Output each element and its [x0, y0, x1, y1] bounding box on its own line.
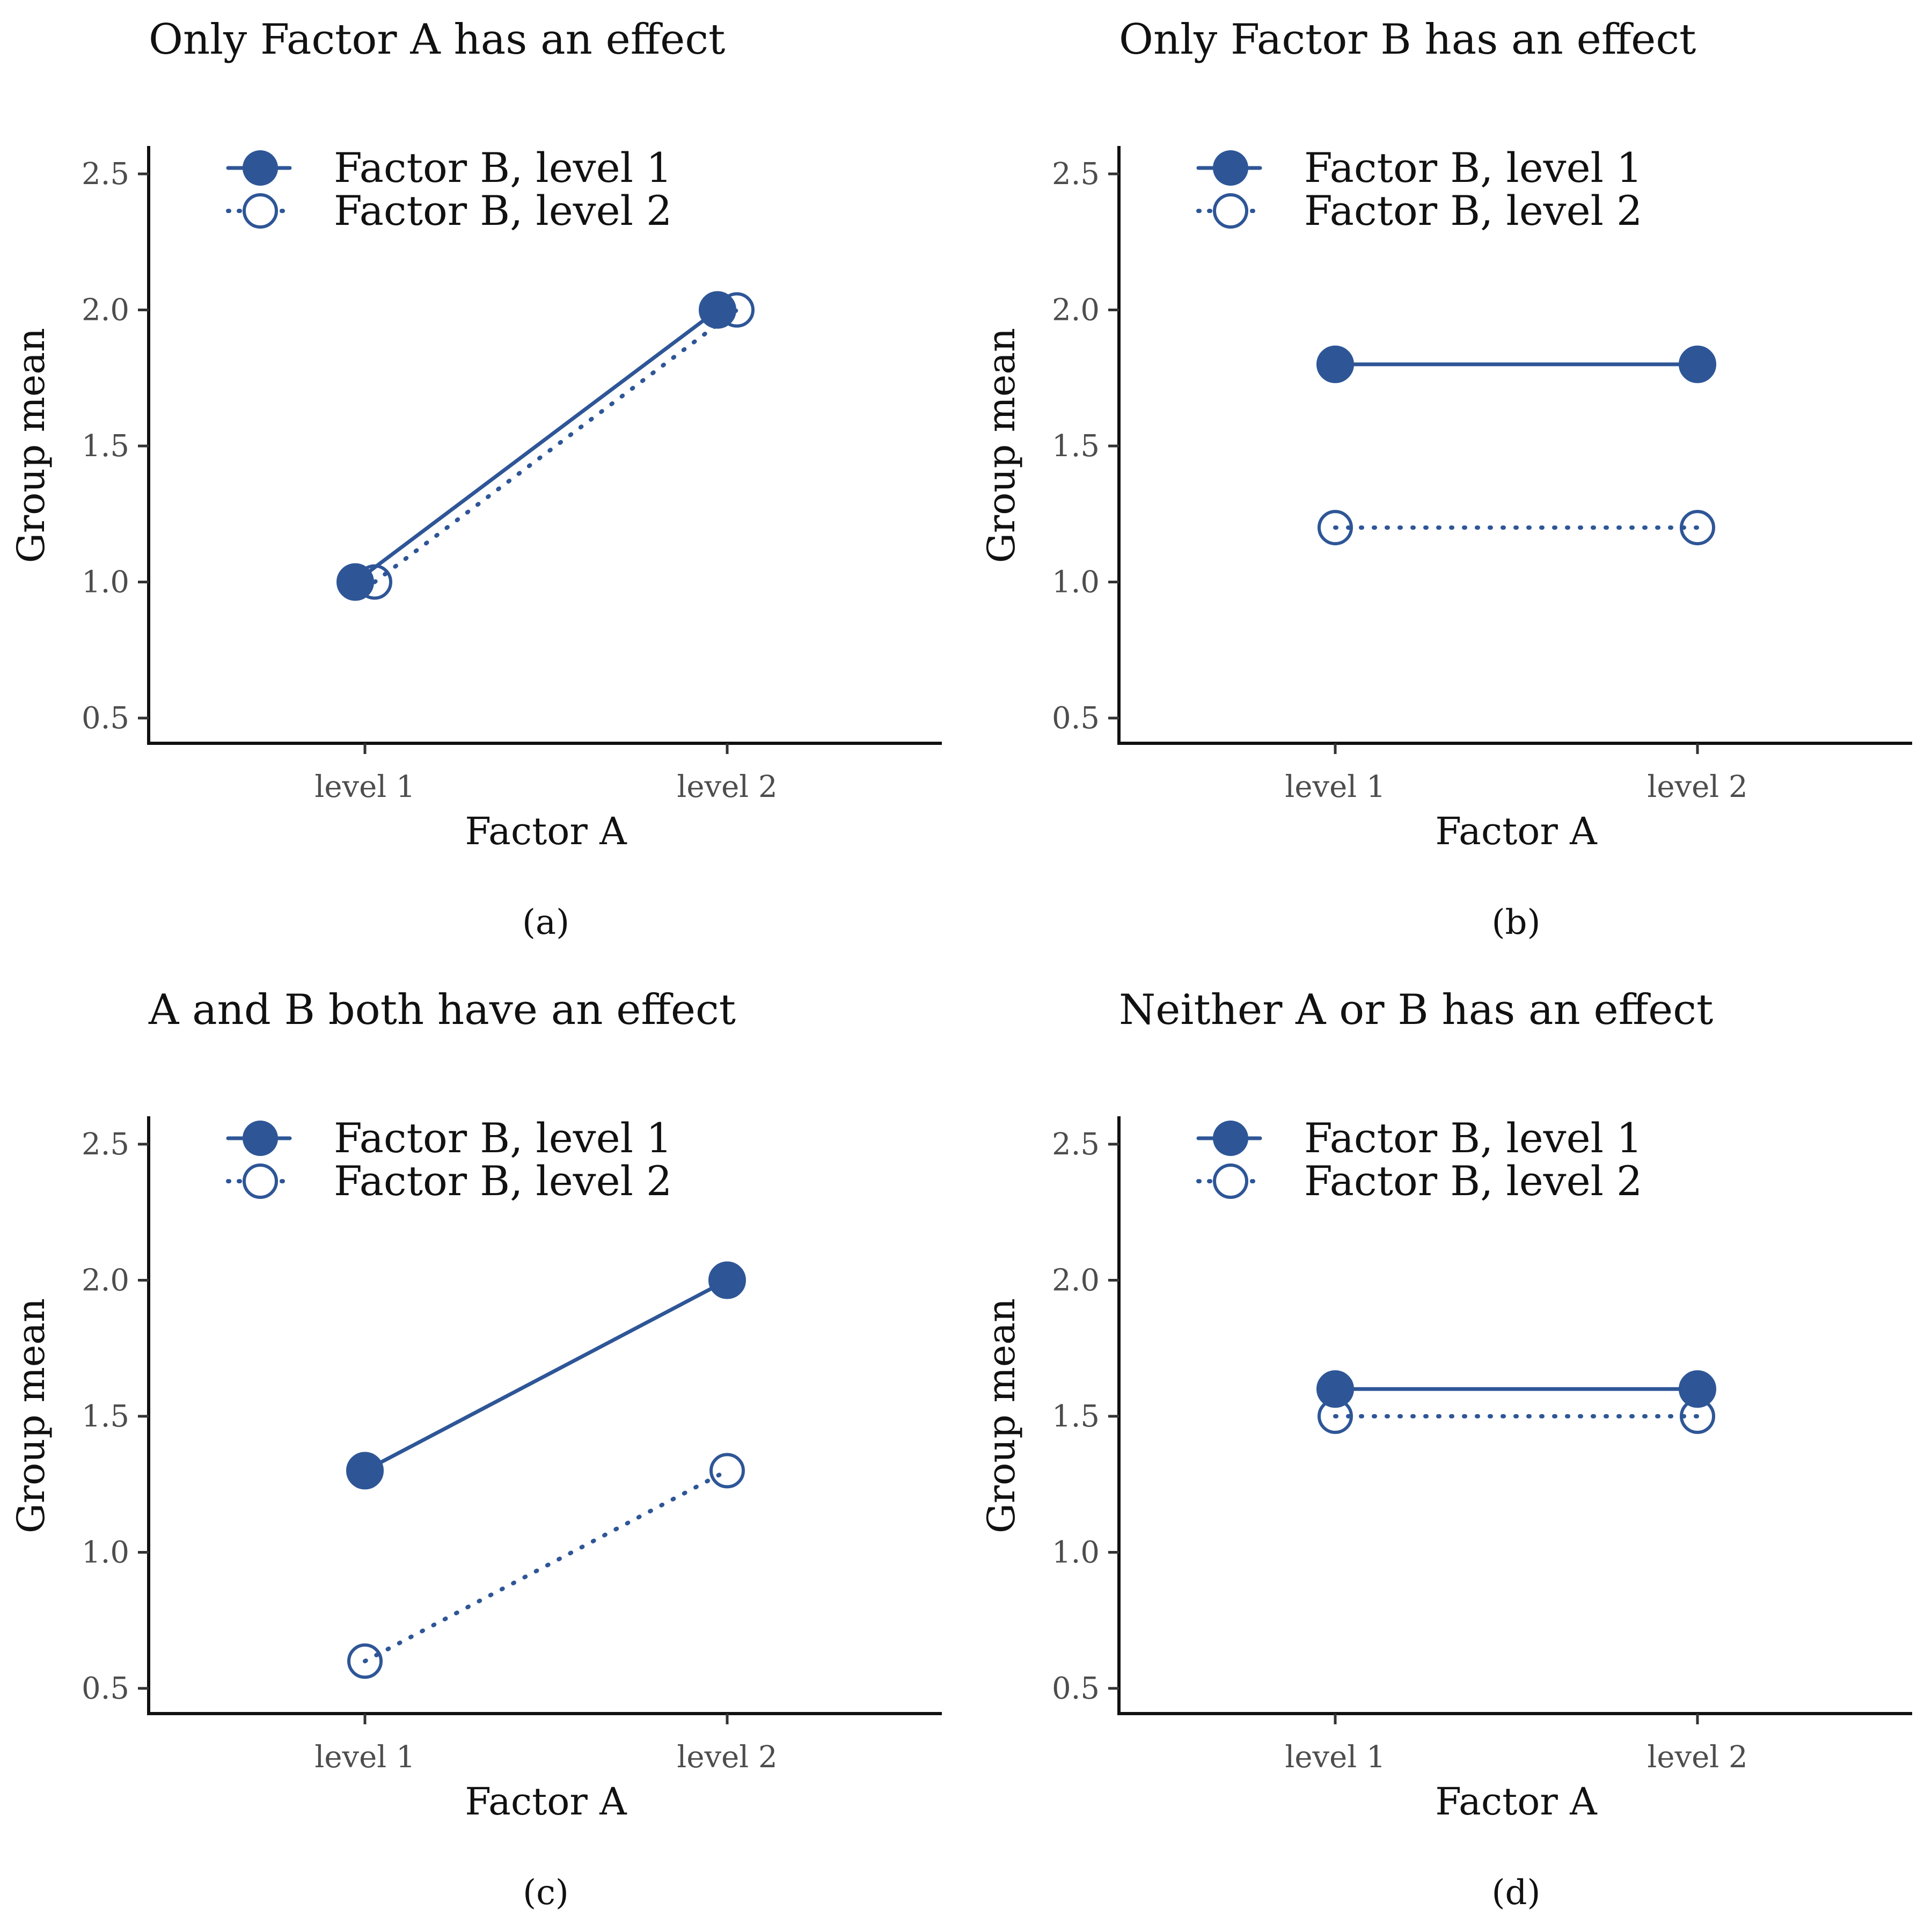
- x-tick-label: level 2: [677, 770, 777, 804]
- x-tick-label: level 2: [1647, 1740, 1747, 1775]
- chart-panel-3: A and B both have an effect 0.5 1.0 1.5 2.0 2…: [9, 986, 942, 1913]
- legend-marker-2: [1213, 193, 1248, 229]
- data-point: [346, 1452, 384, 1490]
- data-point: [1679, 1370, 1716, 1408]
- y-axis-label: Group mean: [979, 1298, 1023, 1533]
- chart-panel-1: Only Factor A has an effect 0.5 1.0 1.5 2.0 2…: [9, 16, 942, 942]
- y-tick-label: 2.0: [1052, 1263, 1100, 1298]
- legend-marker-2: [243, 193, 278, 229]
- panel-caption: (b): [1492, 903, 1541, 942]
- y-tick-label: 1.0: [1052, 565, 1100, 600]
- x-axis-label: Factor A: [1435, 809, 1598, 853]
- y-tick-label: 2.0: [82, 1263, 129, 1298]
- y-tick-label: 1.5: [1052, 429, 1100, 464]
- series-line-1: [353, 308, 720, 584]
- legend-label-1: Factor B, level 1: [334, 144, 672, 192]
- chart-panel-2: Only Factor B has an effect 0.5 1.0 1.5 2.0 2…: [979, 16, 1912, 942]
- x-tick-label: level 1: [1285, 770, 1385, 804]
- series-line-1: [363, 1278, 729, 1473]
- x-tick-label: level 1: [1285, 1740, 1385, 1775]
- y-tick-label: 0.5: [1052, 1671, 1100, 1706]
- y-tick-label: 1.0: [82, 1535, 129, 1570]
- data-point: [1318, 510, 1353, 546]
- x-axis-label: Factor A: [465, 809, 627, 853]
- chart-title: Only Factor A has an effect: [149, 16, 725, 64]
- data-point: [1316, 345, 1354, 383]
- y-tick-label: 2.5: [82, 1127, 129, 1162]
- y-tick-label: 0.5: [1052, 701, 1100, 736]
- x-tick-label: level 2: [677, 1740, 777, 1775]
- x-tick-label: level 1: [314, 1740, 415, 1775]
- data-point: [708, 1261, 746, 1299]
- y-tick-label: 2.5: [1052, 1127, 1100, 1162]
- legend-label-1: Factor B, level 1: [1304, 1114, 1642, 1162]
- y-tick-label: 1.0: [1052, 1535, 1100, 1570]
- y-tick-label: 1.5: [1052, 1399, 1100, 1434]
- x-axis-label: Factor A: [1435, 1780, 1598, 1824]
- legend-label-2: Factor B, level 2: [1304, 1157, 1642, 1205]
- data-point: [1680, 510, 1715, 546]
- y-tick-label: 1.5: [82, 429, 129, 464]
- y-tick-label: 2.5: [1052, 157, 1100, 192]
- y-tick-label: 2.0: [82, 293, 129, 328]
- legend-label-2: Factor B, level 2: [334, 1157, 672, 1205]
- legend-label-2: Factor B, level 2: [1304, 187, 1642, 235]
- legend-label-1: Factor B, level 1: [1304, 144, 1642, 192]
- panel-caption: (d): [1492, 1873, 1541, 1913]
- y-tick-label: 1.5: [82, 1399, 129, 1434]
- legend-marker-1: [243, 150, 278, 186]
- chart-title: A and B both have an effect: [148, 986, 736, 1034]
- chart-title: Neither A or B has an effect: [1119, 986, 1713, 1034]
- series-line-2: [372, 308, 739, 584]
- data-point: [1318, 1399, 1353, 1434]
- panel-caption: (c): [523, 1873, 569, 1913]
- data-point: [709, 1453, 745, 1489]
- y-tick-label: 0.5: [82, 701, 129, 736]
- x-tick-label: level 2: [1647, 770, 1747, 804]
- data-point: [357, 564, 392, 600]
- legend-marker-1: [1213, 150, 1248, 186]
- y-tick-label: 1.0: [82, 565, 129, 600]
- data-point: [347, 1643, 383, 1679]
- y-axis-label: Group mean: [979, 328, 1023, 563]
- panel-caption: (a): [522, 903, 569, 942]
- legend-label-2: Factor B, level 2: [334, 187, 672, 235]
- data-point: [1316, 1370, 1354, 1408]
- chart-panel-4: Neither A or B has an effect 0.5 1.0 1.5 2.0…: [979, 986, 1912, 1913]
- data-point: [1679, 345, 1716, 383]
- y-tick-label: 2.5: [82, 157, 129, 192]
- y-axis-label: Group mean: [9, 328, 53, 563]
- y-tick-label: 2.0: [1052, 293, 1100, 328]
- data-point: [719, 292, 755, 328]
- legend-label-1: Factor B, level 1: [334, 1114, 672, 1162]
- legend-marker-1: [1213, 1121, 1248, 1156]
- x-axis-label: Factor A: [465, 1780, 627, 1824]
- legend-marker-1: [243, 1121, 278, 1156]
- x-tick-label: level 1: [314, 770, 415, 804]
- chart-title: Only Factor B has an effect: [1119, 16, 1696, 64]
- legend-marker-2: [1213, 1163, 1248, 1199]
- data-point: [1680, 1399, 1715, 1434]
- series-line-2: [363, 1468, 729, 1664]
- y-tick-label: 0.5: [82, 1671, 129, 1706]
- y-axis-label: Group mean: [9, 1298, 53, 1533]
- legend-marker-2: [243, 1163, 278, 1199]
